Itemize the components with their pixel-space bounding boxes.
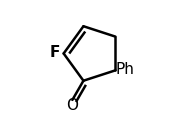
Text: O: O xyxy=(66,98,78,113)
Text: Ph: Ph xyxy=(116,62,135,77)
Text: F: F xyxy=(50,45,60,60)
